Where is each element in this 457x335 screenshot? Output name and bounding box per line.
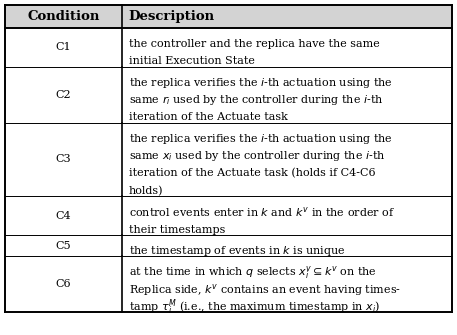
Text: control events enter in $k$ and $k^v$ in the order of: control events enter in $k$ and $k^v$ in…	[129, 205, 395, 219]
Bar	[5, 5, 452, 28]
Text: C4: C4	[56, 210, 71, 220]
Text: holds): holds)	[129, 186, 163, 196]
Text: the controller and the replica have the same: the controller and the replica have the …	[129, 39, 380, 49]
Text: iteration of the Actuate task (holds if C4-C6: iteration of the Actuate task (holds if …	[129, 168, 376, 179]
Text: tamp $\tau_i^M$ (i.e., the maximum timestamp in $x_i$): tamp $\tau_i^M$ (i.e., the maximum times…	[129, 297, 380, 317]
Text: C3: C3	[56, 154, 71, 164]
Text: the replica verifies the $i$-th actuation using the: the replica verifies the $i$-th actuatio…	[129, 132, 393, 146]
Text: their timestamps: their timestamps	[129, 224, 225, 234]
Text: Condition: Condition	[27, 10, 100, 23]
Text: C5: C5	[56, 241, 71, 251]
Text: C6: C6	[56, 279, 71, 289]
Text: same $x_i$ used by the controller during the $i$-th: same $x_i$ used by the controller during…	[129, 149, 385, 163]
Text: initial Execution State: initial Execution State	[129, 56, 255, 66]
Text: Replica side, $k^v$ contains an event having times-: Replica side, $k^v$ contains an event ha…	[129, 282, 401, 297]
Text: the timestamp of events in $k$ is unique: the timestamp of events in $k$ is unique	[129, 244, 345, 258]
Text: C1: C1	[56, 42, 71, 52]
Text: same $r_i$ used by the controller during the $i$-th: same $r_i$ used by the controller during…	[129, 93, 383, 107]
Text: the replica verifies the $i$-th actuation using the: the replica verifies the $i$-th actuatio…	[129, 76, 393, 90]
Text: C2: C2	[56, 90, 71, 100]
Text: iteration of the Actuate task: iteration of the Actuate task	[129, 112, 288, 122]
Text: Description: Description	[129, 10, 215, 23]
Text: at the time in which $q$ selects $x_i^v \subseteq k^v$ on the: at the time in which $q$ selects $x_i^v …	[129, 264, 377, 281]
